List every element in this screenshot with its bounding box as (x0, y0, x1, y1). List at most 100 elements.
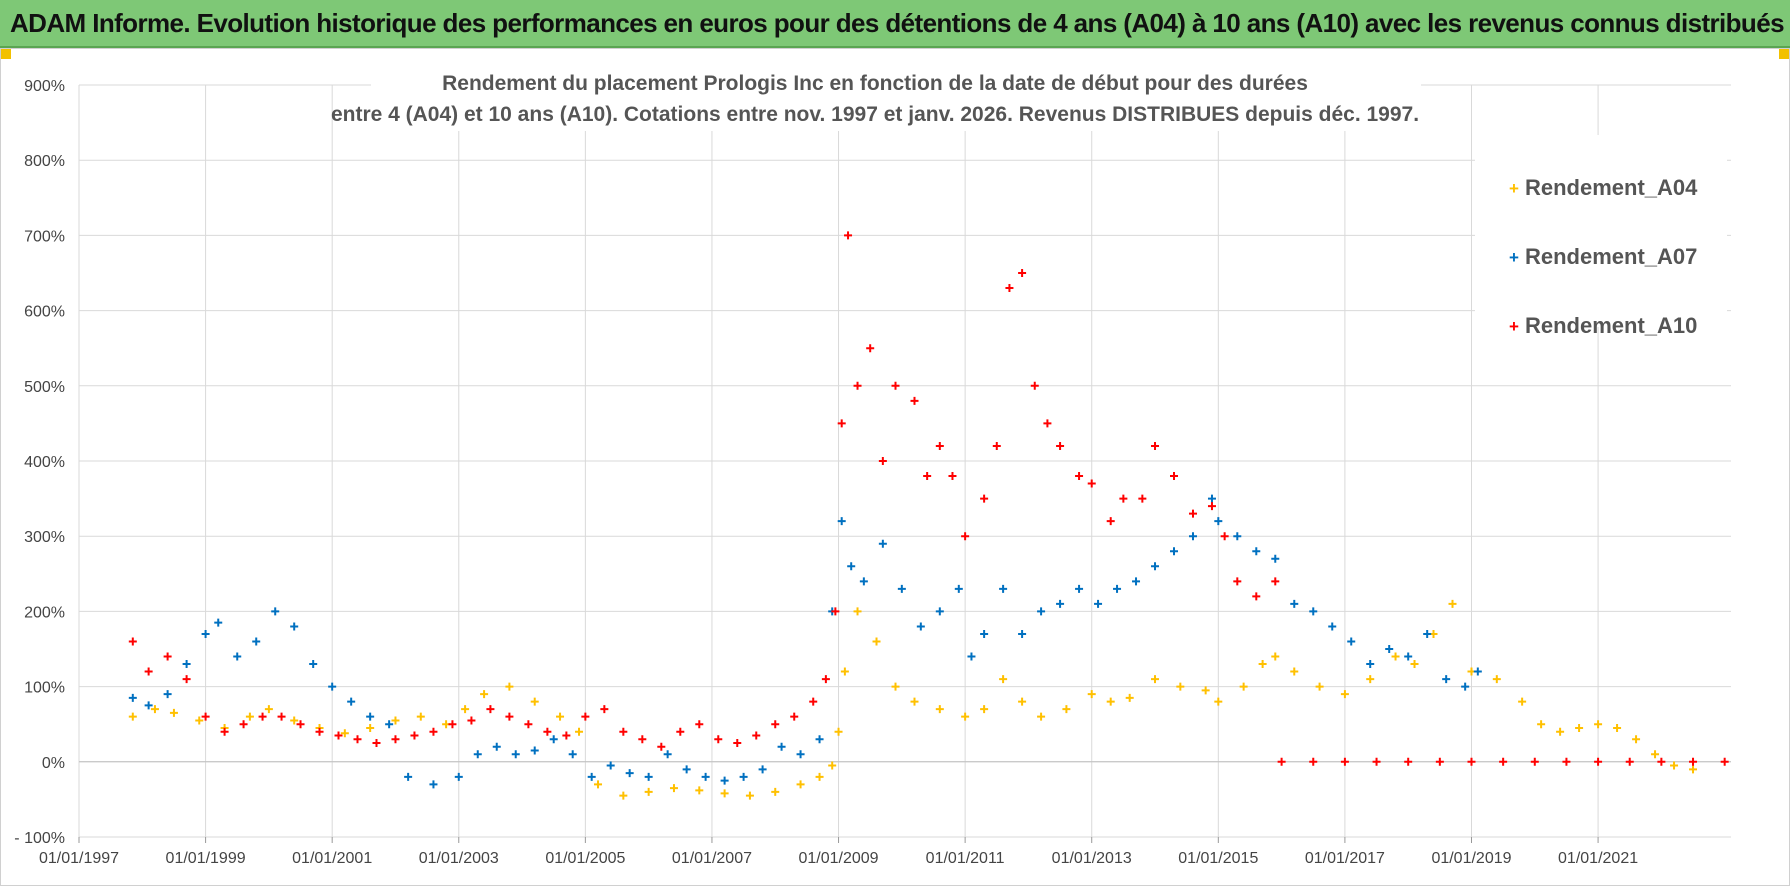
legend-marker-a04: + (1509, 179, 1519, 198)
data-point (815, 735, 824, 744)
data-point (505, 712, 514, 721)
data-point (1537, 720, 1546, 729)
data-point (1214, 517, 1223, 526)
data-point (1113, 584, 1122, 593)
y-tick-label: 400% (24, 454, 65, 471)
chart-title-box: Rendement du placement Prologis Inc en f… (331, 57, 1421, 131)
data-point (1347, 637, 1356, 646)
data-point (1056, 441, 1065, 450)
data-point (340, 729, 349, 738)
data-point (1062, 705, 1071, 714)
data-point (429, 780, 438, 789)
data-point (239, 720, 248, 729)
data-point (353, 735, 362, 744)
chart-title-background (371, 57, 1421, 131)
data-point (1328, 622, 1337, 631)
data-point (1018, 629, 1027, 638)
data-point (1037, 607, 1046, 616)
chart-title-line-1: Rendement du placement Prologis Inc en f… (442, 72, 1308, 95)
data-point (733, 739, 742, 747)
data-point (524, 720, 533, 729)
data-point (1625, 757, 1634, 766)
data-point (366, 723, 375, 732)
data-point (1372, 757, 1381, 766)
data-point (1562, 757, 1571, 766)
data-point (891, 682, 900, 691)
x-tick-label: 01/01/2017 (1305, 850, 1385, 867)
legend-label-a04: Rendement_A04 (1525, 175, 1698, 200)
data-point (840, 667, 849, 676)
data-point (619, 727, 628, 736)
legend-label-a10: Rendement_A10 (1525, 313, 1697, 338)
frame-corner-top-left (1, 49, 11, 59)
data-point (1252, 592, 1261, 601)
data-point (897, 584, 906, 593)
data-point (815, 772, 824, 781)
data-point (1366, 660, 1375, 669)
data-point (1151, 562, 1160, 571)
data-point (587, 772, 596, 781)
data-point (347, 697, 356, 706)
data-point (809, 697, 818, 706)
data-point (454, 772, 463, 781)
data-point (853, 607, 862, 616)
data-point (619, 791, 628, 800)
legend-marker-a07: + (1509, 248, 1519, 267)
data-point (1176, 682, 1185, 691)
series-rendement-a04 (128, 599, 1698, 800)
y-tick-label: 0% (42, 755, 65, 772)
data-point (796, 750, 805, 759)
data-point (264, 705, 273, 714)
data-point (695, 786, 704, 795)
data-point (334, 731, 343, 740)
data-point (1106, 517, 1115, 526)
data-point (1018, 697, 1027, 706)
data-point (1385, 645, 1394, 653)
data-point (701, 772, 710, 781)
data-point (1087, 479, 1096, 488)
data-point (1340, 757, 1349, 766)
data-point (391, 735, 400, 744)
data-point (1233, 532, 1242, 541)
data-point (828, 761, 837, 770)
data-point (771, 720, 780, 729)
series-rendement-a10-zero-band (1277, 757, 1729, 766)
data-point (448, 720, 457, 729)
data-point (163, 690, 172, 699)
report-banner-title: ADAM Informe. Evolution historique des p… (10, 7, 1785, 38)
data-point (594, 780, 603, 789)
data-point (1290, 667, 1299, 676)
data-point (771, 787, 780, 796)
data-point (682, 765, 691, 774)
data-point (790, 712, 799, 721)
data-point (910, 396, 919, 405)
y-tick-label: 300% (24, 529, 65, 546)
data-point (657, 742, 666, 751)
data-point (758, 765, 767, 774)
data-point (1271, 577, 1280, 586)
data-point (1473, 667, 1482, 676)
data-point (1005, 284, 1014, 293)
data-point (258, 712, 267, 721)
data-point (182, 675, 191, 684)
data-point (831, 607, 840, 616)
data-point (220, 727, 229, 736)
data-point (1556, 727, 1565, 736)
data-point (1043, 419, 1052, 428)
data-point (1366, 675, 1375, 684)
data-point (1106, 697, 1115, 706)
series-rendement-a10 (128, 231, 1280, 751)
data-point (644, 787, 653, 796)
data-point (1132, 577, 1141, 586)
data-point (163, 652, 172, 661)
data-point (872, 637, 881, 646)
data-point (1689, 765, 1698, 774)
data-point (1170, 547, 1178, 556)
data-point (404, 772, 413, 781)
data-point (644, 772, 653, 781)
data-point (1689, 757, 1698, 766)
data-point (1315, 682, 1324, 691)
data-point (1404, 757, 1413, 766)
data-point (954, 584, 963, 593)
x-axis: 01/01/1997 01/01/1999 01/01/2001 01/01/2003… (39, 837, 1638, 867)
